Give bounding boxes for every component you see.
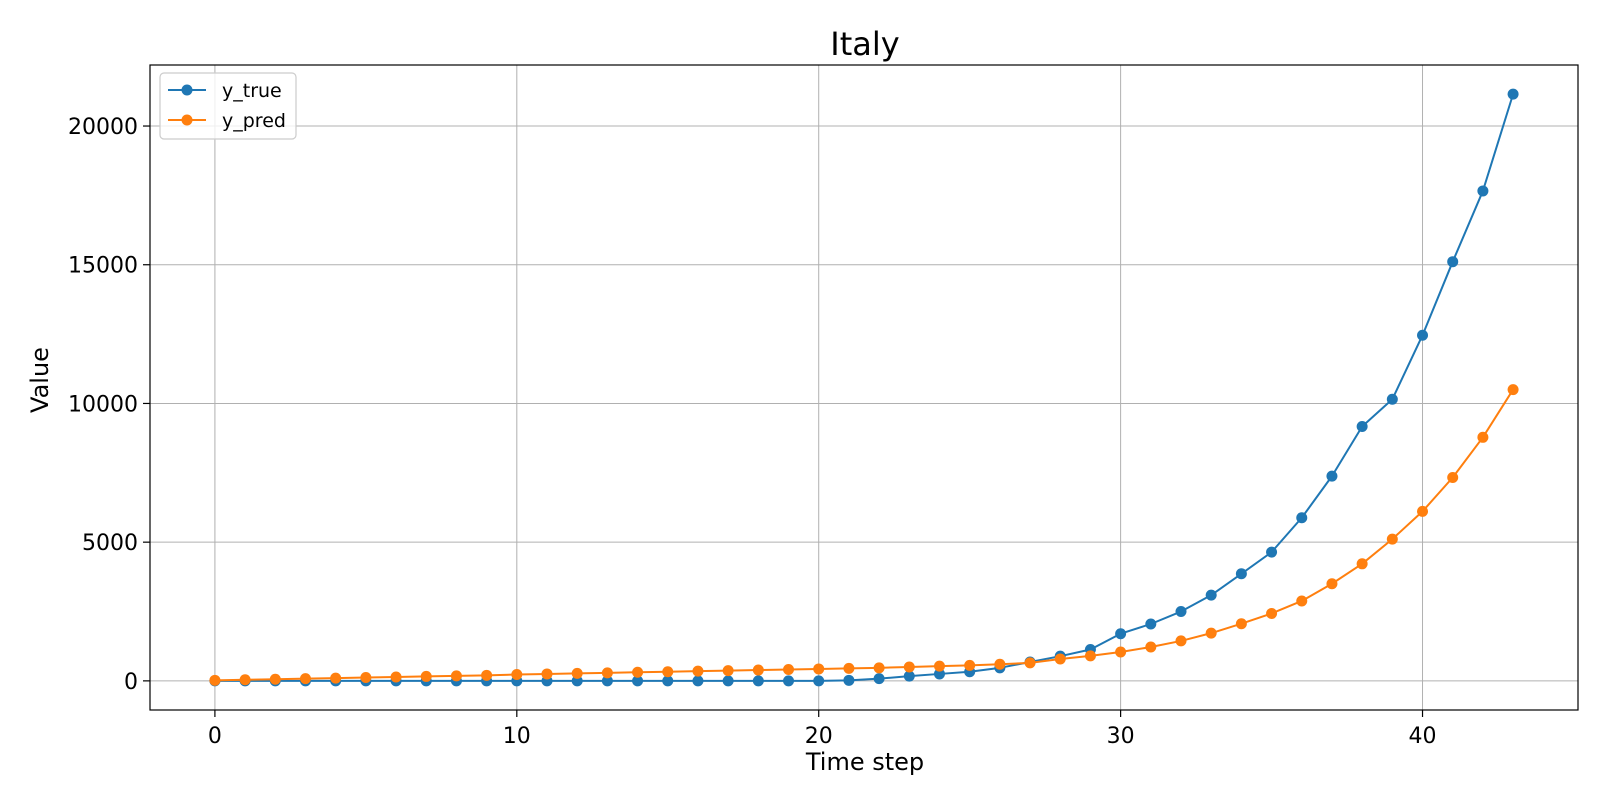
axis-ticks: 0 10 20 30 40 0 5000 10000 15000 20000 — [68, 115, 1437, 749]
data-point-y-true — [843, 674, 855, 686]
data-point-y-true — [1175, 606, 1187, 618]
data-point-y-true — [601, 675, 613, 687]
chart-title: Italy — [830, 25, 899, 63]
legend: y_true y_pred — [159, 72, 297, 140]
data-point-y-pred — [964, 659, 976, 671]
data-point-y-pred — [481, 669, 493, 681]
data-point-y-true — [632, 675, 644, 687]
y-tick-label: 0 — [124, 670, 138, 695]
data-point-y-pred — [843, 662, 855, 674]
data-point-y-true — [1115, 628, 1127, 640]
data-point-y-pred — [450, 670, 462, 682]
y-tick-label: 20000 — [68, 115, 138, 140]
data-point-y-true — [783, 675, 795, 687]
data-point-y-pred — [632, 666, 644, 678]
x-axis-label: Time step — [805, 748, 924, 776]
x-tick-label: 0 — [208, 724, 222, 749]
data-point-y-true — [692, 675, 704, 687]
data-point-y-pred — [209, 674, 221, 686]
data-point-y-pred — [1235, 618, 1247, 630]
data-point-y-pred — [1477, 431, 1489, 443]
data-point-y-pred — [692, 665, 704, 677]
data-point-y-true — [1417, 329, 1429, 341]
data-point-y-true — [1205, 589, 1217, 601]
x-tick-label: 30 — [1107, 724, 1135, 749]
plot-frame — [149, 64, 1579, 711]
data-point-y-true — [1235, 568, 1247, 580]
legend-label-y-pred: y_pred — [222, 110, 286, 132]
grid — [150, 65, 1578, 710]
data-point-y-pred — [511, 668, 523, 680]
data-point-y-pred — [903, 661, 915, 673]
data-point-y-true — [1145, 618, 1157, 630]
x-tick-label: 10 — [503, 724, 531, 749]
data-point-y-pred — [1386, 533, 1398, 545]
data-point-y-pred — [1447, 472, 1459, 484]
data-point-y-true — [813, 675, 825, 687]
data-point-y-pred — [1054, 653, 1066, 665]
data-point-y-true — [722, 675, 734, 687]
data-point-y-pred — [1507, 384, 1519, 396]
x-tick-label: 20 — [805, 724, 833, 749]
data-point-y-true — [1507, 88, 1519, 100]
data-point-y-pred — [571, 667, 583, 679]
data-point-y-true — [752, 675, 764, 687]
data-point-y-pred — [1326, 578, 1338, 590]
data-point-y-pred — [360, 672, 372, 684]
data-point-y-true — [1386, 393, 1398, 405]
data-point-y-pred — [1145, 641, 1157, 653]
y-tick-label: 5000 — [82, 531, 138, 556]
legend-marker-y-pred — [181, 114, 193, 126]
data-point-y-pred — [1024, 657, 1036, 669]
data-point-y-pred — [933, 660, 945, 672]
data-point-y-pred — [1115, 646, 1127, 658]
y-tick-label: 15000 — [68, 254, 138, 279]
data-point-y-pred — [1084, 650, 1096, 662]
data-point-y-true — [1447, 256, 1459, 268]
data-point-y-pred — [813, 663, 825, 675]
legend-label-y-true: y_true — [222, 80, 282, 102]
data-point-y-pred — [1356, 558, 1368, 570]
data-point-y-true — [1477, 185, 1489, 197]
data-point-y-pred — [722, 665, 734, 677]
legend-marker-y-true — [181, 84, 193, 96]
data-point-y-true — [903, 670, 915, 682]
data-point-y-pred — [1296, 595, 1308, 607]
data-point-y-pred — [1417, 505, 1429, 517]
y-tick-label: 10000 — [68, 392, 138, 417]
series-layer — [209, 88, 1519, 687]
data-point-y-pred — [420, 670, 432, 682]
data-point-y-true — [662, 675, 674, 687]
data-point-y-pred — [1205, 627, 1217, 639]
data-point-y-pred — [390, 671, 402, 683]
data-point-y-pred — [299, 673, 311, 685]
data-point-y-pred — [541, 668, 553, 680]
data-point-y-pred — [752, 664, 764, 676]
data-point-y-pred — [783, 664, 795, 675]
data-point-y-true — [1296, 512, 1308, 524]
data-point-y-pred — [269, 673, 281, 685]
data-point-y-pred — [330, 672, 342, 684]
data-point-y-true — [1326, 470, 1338, 482]
y-axis-label: Value — [26, 347, 54, 413]
data-point-y-pred — [1175, 635, 1187, 647]
data-point-y-pred — [873, 662, 885, 674]
data-point-y-pred — [601, 667, 613, 679]
data-point-y-pred — [239, 674, 251, 686]
data-point-y-pred — [1266, 607, 1278, 619]
data-point-y-pred — [662, 666, 674, 678]
data-point-y-true — [1266, 546, 1278, 558]
data-point-y-true — [1356, 420, 1368, 432]
x-tick-label: 40 — [1409, 724, 1437, 749]
data-point-y-true — [933, 668, 945, 680]
data-point-y-pred — [994, 658, 1006, 670]
data-point-y-true — [873, 673, 885, 685]
series-y-pred — [209, 384, 1519, 686]
